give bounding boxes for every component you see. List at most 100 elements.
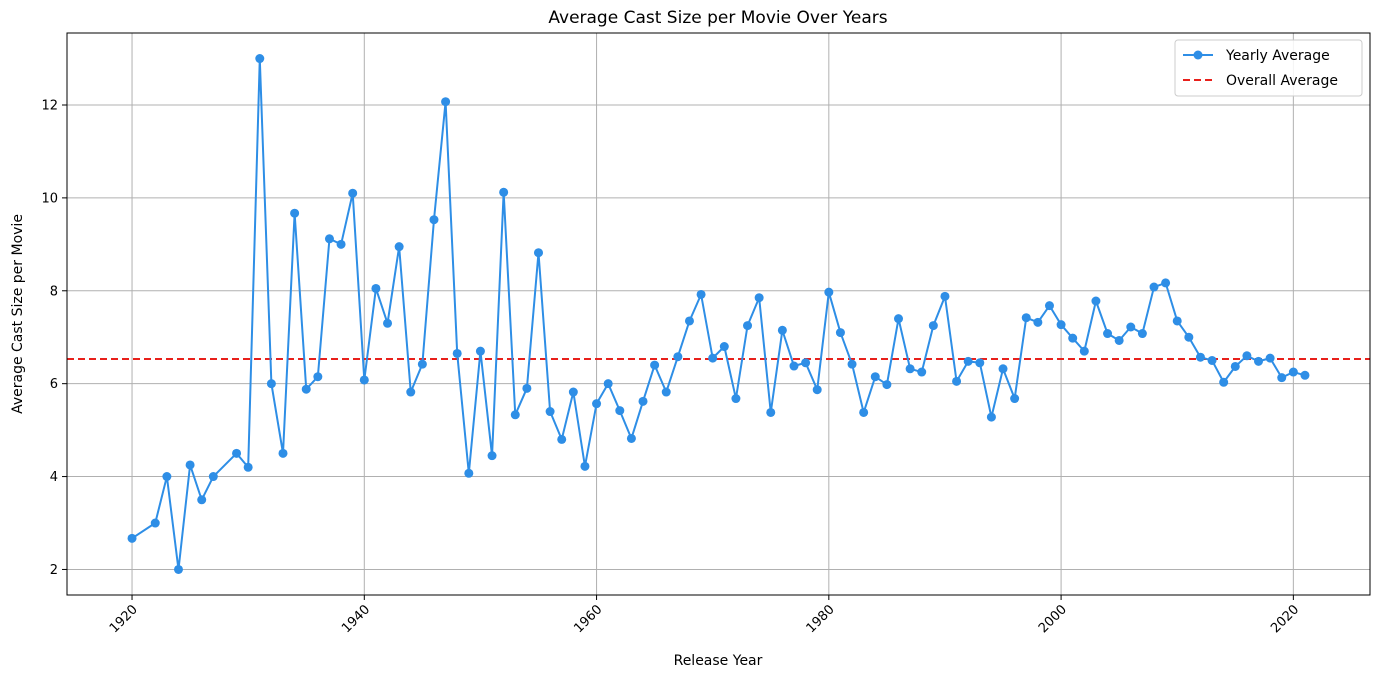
x-tick-label-1920: 1920 [107,602,141,636]
data-point-1969 [696,289,706,299]
data-point-1957 [557,434,567,444]
data-point-1922 [150,518,160,528]
x-axis-label: Release Year [674,653,763,669]
data-point-2016 [1242,351,1252,361]
data-point-1966 [661,387,671,397]
data-point-1974 [754,293,764,303]
data-point-1934 [290,208,300,218]
data-point-1983 [859,407,869,417]
data-point-1975 [766,407,776,417]
legend-label-overall-average: Overall Average [1226,73,1338,89]
x-tick-label-2020: 2020 [1268,602,1302,636]
data-point-1964 [638,396,648,406]
data-point-1951 [487,451,497,461]
data-point-1984 [870,372,880,382]
data-point-1978 [801,358,811,368]
data-point-1963 [626,433,636,443]
x-tick-label-1980: 1980 [804,602,838,636]
data-point-1929 [232,448,242,458]
data-point-2019 [1277,373,1287,383]
data-point-1958 [568,387,578,397]
data-point-1953 [510,410,520,420]
data-point-1991 [952,376,962,386]
data-point-1949 [464,468,474,478]
data-point-1965 [650,360,660,370]
data-point-2013 [1207,355,1217,365]
data-point-1945 [417,359,427,369]
data-point-1999 [1044,301,1054,311]
data-point-1992 [963,356,973,366]
legend: Yearly Average Overall Average [1174,39,1363,97]
data-point-1995 [998,364,1008,374]
legend-marker-yearly-average [1193,50,1203,60]
data-point-2001 [1068,333,1078,343]
data-point-1944 [406,387,416,397]
data-point-1923 [162,472,172,482]
x-tick-label-1940: 1940 [339,602,373,636]
data-point-2012 [1195,352,1205,362]
data-point-1940 [359,375,369,385]
y-tick-label-6: 6 [50,377,58,392]
data-point-1997 [1021,313,1031,323]
data-point-1994 [986,412,996,422]
data-point-1942 [383,318,393,328]
y-tick-label-2: 2 [50,563,58,578]
data-point-2021 [1300,370,1310,380]
y-tick-label-8: 8 [50,284,58,299]
data-point-1967 [673,352,683,362]
data-point-1980 [824,287,834,297]
data-point-1993 [975,358,985,368]
data-point-2004 [1103,329,1113,339]
data-point-1962 [615,406,625,416]
data-point-1933 [278,448,288,458]
data-point-1948 [452,348,462,358]
data-point-1956 [545,407,555,417]
data-point-1924 [173,564,183,574]
yearly-average-series [127,54,1310,574]
y-tick-label-12: 12 [41,98,58,113]
data-point-1973 [743,321,753,331]
data-point-2011 [1184,332,1194,342]
data-point-1950 [475,346,485,356]
legend-label-yearly-average: Yearly Average [1225,48,1330,64]
y-tick-label-10: 10 [41,191,58,206]
data-point-1927 [208,472,218,482]
x-tick-label-2000: 2000 [1036,602,1070,636]
data-point-2003 [1091,296,1101,306]
data-point-1977 [789,361,799,371]
data-point-1985 [882,380,892,390]
data-point-2020 [1288,367,1298,377]
yearly-average-line [131,57,1306,571]
y-axis-ticks: 2 4 6 8 10 12 [41,98,67,578]
data-point-2015 [1230,361,1240,371]
data-point-1981 [835,328,845,338]
data-point-1955 [533,248,543,258]
data-point-1979 [812,385,822,395]
data-point-2002 [1079,346,1089,356]
data-point-1960 [592,399,602,409]
data-point-2005 [1114,335,1124,345]
data-point-2007 [1137,329,1147,339]
data-point-1998 [1033,317,1043,327]
x-tick-label-1960: 1960 [571,602,605,636]
data-point-2018 [1265,353,1275,363]
data-point-1937 [324,234,334,244]
data-point-1938 [336,239,346,249]
data-point-2009 [1161,278,1171,288]
data-point-1954 [522,383,532,393]
data-point-1943 [394,242,404,252]
data-point-2000 [1056,320,1066,330]
y-axis-label: Average Cast Size per Movie [10,214,26,414]
data-point-1986 [894,314,904,324]
data-point-1926 [197,495,207,505]
chart-title: Average Cast Size per Movie Over Years [548,8,887,28]
data-point-2017 [1254,356,1264,366]
plot-area-frame [66,32,1371,596]
data-point-1989 [928,321,938,331]
data-point-1941 [371,283,381,293]
data-point-1952 [499,187,509,197]
data-point-1982 [847,359,857,369]
data-point-1996 [1010,394,1020,404]
y-tick-label-4: 4 [50,470,58,485]
